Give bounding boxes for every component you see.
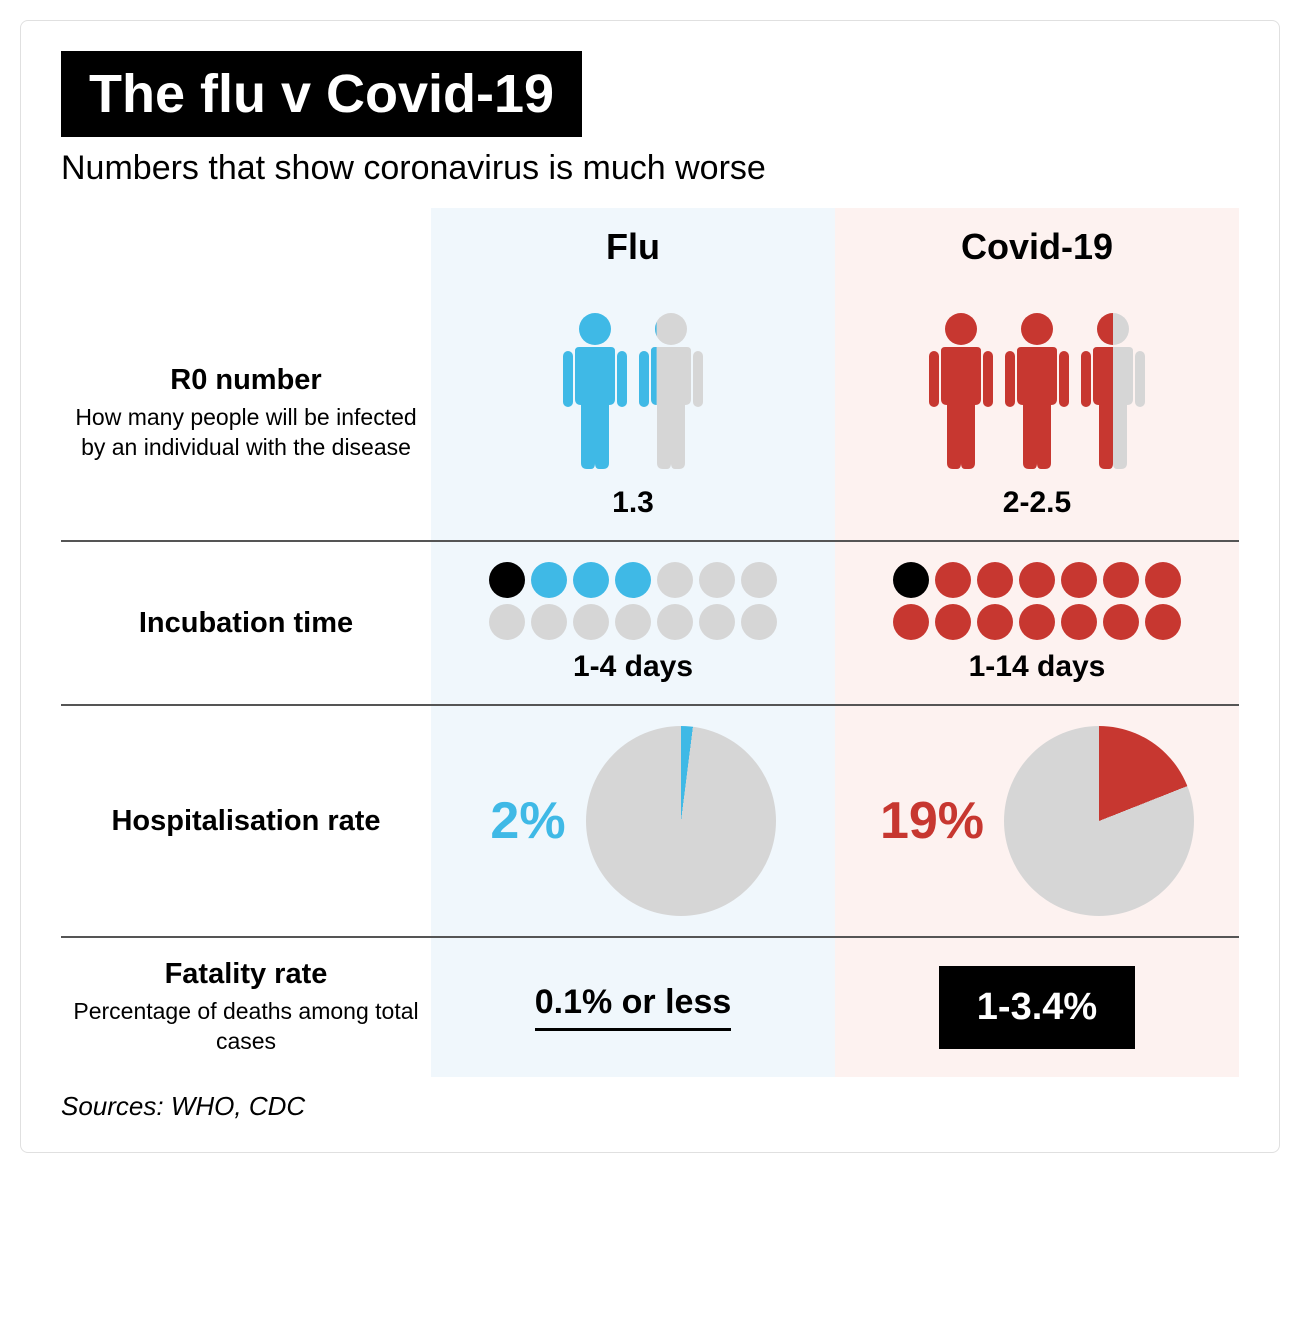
r0-covid-cell: 2-2.5 — [835, 286, 1239, 540]
person-icon — [559, 311, 631, 476]
fatality-metric: Fatality rate — [165, 958, 328, 991]
day-dot — [977, 604, 1013, 640]
r0-covid-icons — [925, 306, 1149, 476]
day-dot — [1019, 604, 1055, 640]
day-dot — [741, 562, 777, 598]
incubation-flu-dots — [489, 562, 777, 640]
hosp-metric-text: Hospitalisation rate — [111, 805, 380, 837]
fatality-covid-value: 1-3.4% — [939, 966, 1135, 1049]
sources-text: Sources: WHO, CDC — [61, 1091, 1239, 1122]
r0-flu-value: 1.3 — [612, 486, 654, 520]
day-dot — [615, 562, 651, 598]
hosp-flu-value: 2% — [490, 791, 565, 851]
comparison-grid: Flu Covid-19 R0 number How many people w… — [61, 208, 1239, 1077]
r0-desc: How many people will be infected by an i… — [71, 403, 421, 463]
fatality-desc: Percentage of deaths among total cases — [71, 997, 421, 1057]
fatality-flu-value: 0.1% or less — [535, 983, 732, 1031]
hosp-covid-pie — [1004, 726, 1194, 916]
hosp-label: Hospitalisation rate — [61, 706, 431, 936]
day-dot — [1145, 562, 1181, 598]
hosp-metric: Hospitalisation rate — [111, 803, 380, 839]
day-dot — [1103, 562, 1139, 598]
fatality-flu-cell: 0.1% or less — [431, 938, 835, 1077]
day-dot — [1061, 604, 1097, 640]
person-icon — [925, 311, 997, 476]
day-dot — [893, 562, 929, 598]
incubation-flu-cell: 1-4 days — [431, 542, 835, 704]
day-dot — [489, 562, 525, 598]
incubation-flu-value: 1-4 days — [573, 650, 693, 684]
incubation-metric: Incubation time — [139, 607, 353, 640]
day-dot — [935, 604, 971, 640]
day-dot — [615, 604, 651, 640]
subtitle-text: Numbers that show coronavirus is much wo… — [61, 149, 1239, 188]
header-spacer — [61, 208, 431, 286]
title-text: The flu v Covid-19 — [89, 64, 554, 124]
fatality-covid-cell: 1-3.4% — [835, 938, 1239, 1077]
hosp-flu-cell: 2% — [431, 706, 835, 936]
day-dot — [935, 562, 971, 598]
day-dot — [893, 604, 929, 640]
fatality-label: Fatality rate Percentage of deaths among… — [61, 938, 431, 1077]
hosp-flu-pie — [586, 726, 776, 916]
r0-metric: R0 number — [170, 364, 321, 397]
flu-column-header: Flu — [431, 208, 835, 286]
covid-column-header: Covid-19 — [835, 208, 1239, 286]
day-dot — [573, 604, 609, 640]
hosp-covid-cell: 19% — [835, 706, 1239, 936]
day-dot — [1061, 562, 1097, 598]
title-box: The flu v Covid-19 — [61, 51, 582, 137]
incubation-covid-cell: 1-14 days — [835, 542, 1239, 704]
hosp-covid-value: 19% — [880, 791, 984, 851]
incubation-label: Incubation time — [61, 542, 431, 704]
day-dot — [1145, 604, 1181, 640]
day-dot — [977, 562, 1013, 598]
day-dot — [531, 604, 567, 640]
day-dot — [699, 604, 735, 640]
infographic-container: The flu v Covid-19 Numbers that show cor… — [20, 20, 1280, 1153]
incubation-covid-dots — [893, 562, 1181, 640]
person-icon-partial — [1077, 311, 1149, 476]
r0-label: R0 number How many people will be infect… — [61, 286, 431, 540]
incubation-covid-value: 1-14 days — [969, 650, 1106, 684]
person-icon — [1001, 311, 1073, 476]
r0-flu-icons — [559, 306, 707, 476]
day-dot — [741, 604, 777, 640]
day-dot — [699, 562, 735, 598]
person-icon-partial — [635, 311, 707, 476]
day-dot — [489, 604, 525, 640]
day-dot — [1019, 562, 1055, 598]
day-dot — [531, 562, 567, 598]
r0-covid-value: 2-2.5 — [1003, 486, 1071, 520]
day-dot — [657, 604, 693, 640]
day-dot — [657, 562, 693, 598]
day-dot — [1103, 604, 1139, 640]
r0-flu-cell: 1.3 — [431, 286, 835, 540]
day-dot — [573, 562, 609, 598]
